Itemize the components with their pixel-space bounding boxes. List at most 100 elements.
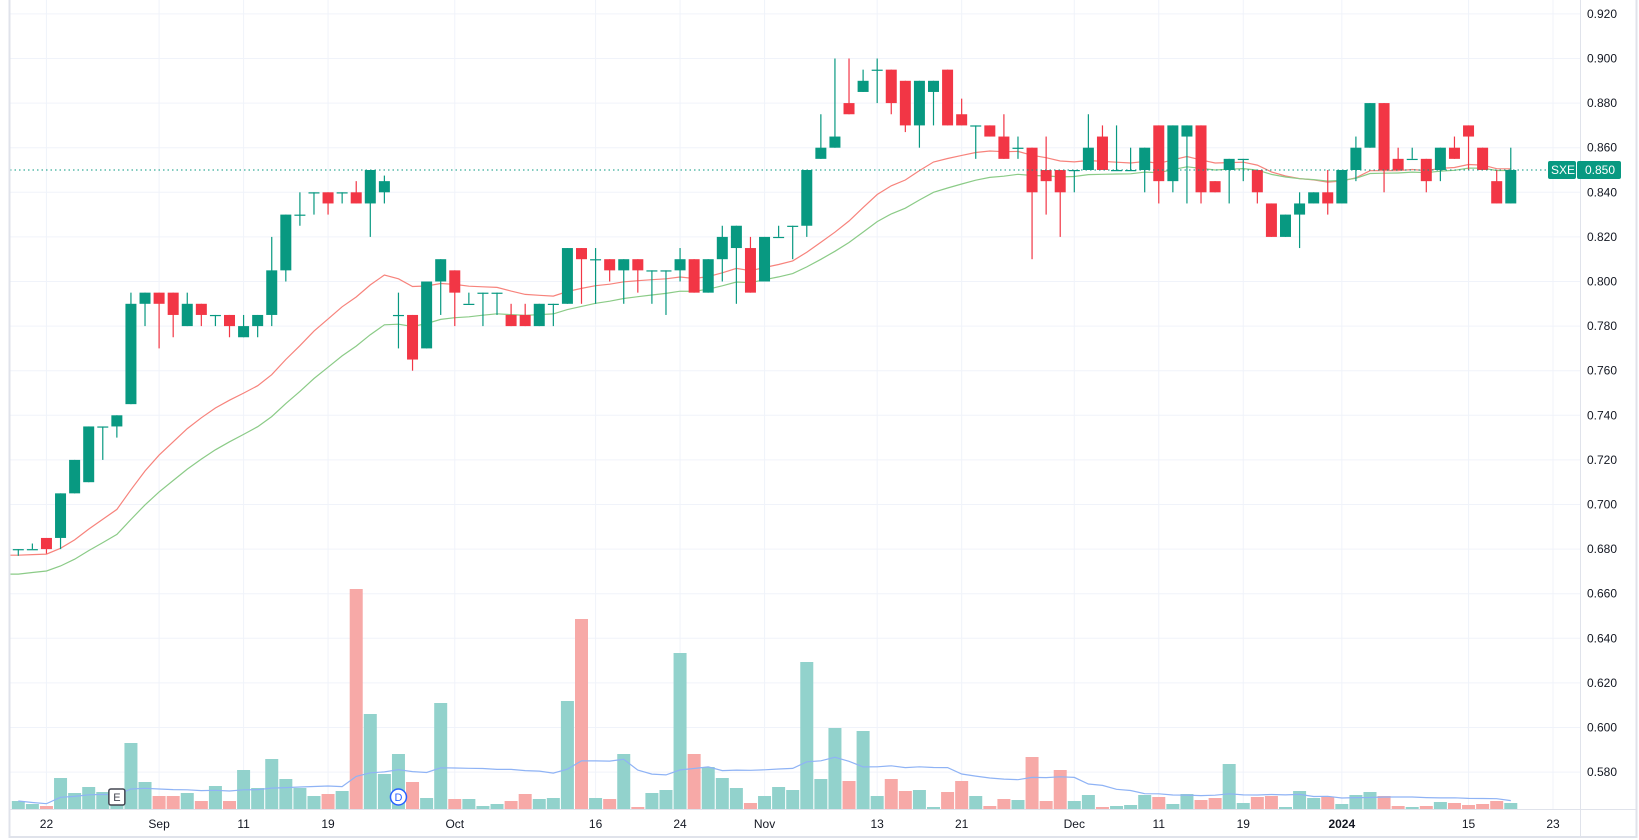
candle-up [463, 292, 475, 305]
candle-body [1181, 125, 1193, 137]
candle-body [69, 459, 81, 494]
volume-bar [82, 787, 96, 809]
volume-bar [1138, 795, 1152, 809]
candle-down [1448, 136, 1460, 159]
volume-bar [969, 796, 983, 809]
volume-ma-line [18, 756, 1511, 805]
candle-body [1012, 147, 1024, 149]
candle-down [632, 259, 644, 293]
candle-down [1265, 203, 1277, 237]
x-tick-label: 11 [237, 817, 250, 831]
candle-body [815, 147, 827, 159]
volume-bar [955, 781, 969, 809]
candle-body [40, 537, 52, 550]
candle-body [181, 303, 193, 327]
volume-bar [1349, 795, 1363, 809]
candle-body [1406, 158, 1418, 161]
candle-body [1153, 125, 1165, 182]
volume-bar [293, 788, 307, 809]
candle-body [632, 259, 644, 271]
volume-bar [166, 796, 180, 809]
volume-bar [1025, 757, 1039, 809]
candle-body [83, 426, 95, 483]
volume-bar [1194, 800, 1208, 809]
candle-body [1125, 170, 1137, 172]
volume-bar [983, 806, 997, 809]
volume-bar [25, 804, 39, 809]
candle-up [97, 426, 109, 460]
candle-up [336, 192, 348, 204]
dividend-marker[interactable]: D [389, 788, 408, 806]
volume-bar [1180, 794, 1194, 809]
y-tick-label: 0.880 [1587, 96, 1617, 110]
candle-down [1322, 170, 1334, 215]
candle-body [55, 493, 67, 538]
candle-body [1251, 170, 1263, 193]
candle-body [378, 181, 390, 193]
candle-up [1125, 147, 1137, 172]
dividend-label: D [394, 792, 402, 804]
volume-bar [307, 796, 321, 809]
candle-body [1237, 158, 1249, 161]
candle-down [350, 181, 362, 204]
volume-bar [814, 779, 828, 809]
candle-body [1167, 125, 1179, 182]
candle-body [195, 303, 207, 315]
candle-body [1364, 103, 1376, 148]
candle-up [716, 225, 728, 282]
volume-bar [786, 790, 800, 809]
candle-body [209, 314, 221, 317]
volume-bar [1236, 803, 1250, 809]
earnings-marker[interactable]: E [108, 788, 126, 806]
volume-bar [701, 767, 715, 809]
volume-bar [11, 801, 25, 809]
y-tick-label: 0.580 [1587, 765, 1617, 779]
candle-up [26, 543, 38, 551]
volume-bar [1264, 796, 1278, 809]
volume-bar [1419, 806, 1433, 809]
volume-ma-line [18, 756, 1511, 805]
candle-up [1308, 192, 1320, 204]
volume-bar [715, 778, 729, 809]
volume-bar [546, 798, 560, 809]
candle-body [421, 281, 433, 349]
candle-down [1491, 170, 1503, 204]
candle-body [576, 248, 587, 260]
candle-down [1209, 181, 1221, 193]
candle-body [618, 259, 630, 271]
candle-up [1294, 192, 1306, 249]
candle-body [435, 259, 447, 282]
volume-bar [1124, 805, 1138, 809]
candle-body [1491, 181, 1503, 204]
candle-body [1294, 203, 1306, 215]
candle-body [224, 314, 235, 327]
volume-bar [1391, 806, 1405, 809]
candle-up [83, 426, 95, 483]
candle-up [1111, 125, 1123, 172]
candle-down [1195, 125, 1207, 204]
price-axis[interactable]: 0.920 0.900 0.880 0.860 0.840 0.820 0.800 0.780… [1580, 0, 1618, 837]
candle-body [1139, 147, 1151, 170]
candle-body [407, 314, 419, 360]
candle-up [252, 314, 264, 338]
candle-down [1096, 125, 1108, 170]
y-tick-label: 0.700 [1587, 498, 1617, 512]
volume-bar [1039, 801, 1053, 809]
candle-body [1068, 170, 1080, 172]
candle-down [505, 303, 517, 327]
volume-bar [645, 793, 659, 809]
candle-up [759, 236, 771, 282]
volume-bar [631, 807, 645, 809]
candle-body [590, 259, 602, 261]
candle-body [660, 270, 672, 272]
grid-lines [10, 0, 1580, 809]
y-tick-label: 0.680 [1587, 542, 1617, 556]
candle-body [970, 125, 982, 127]
x-tick-label: 16 [589, 817, 603, 831]
candle-body [1111, 170, 1123, 172]
time-axis[interactable]: 22 Sep 11 19 Oct 16 24 Nov 13 21 Dec 11 19 2024 15 23 [10, 809, 1636, 832]
candle-up [730, 225, 742, 304]
candle-up [533, 303, 545, 327]
